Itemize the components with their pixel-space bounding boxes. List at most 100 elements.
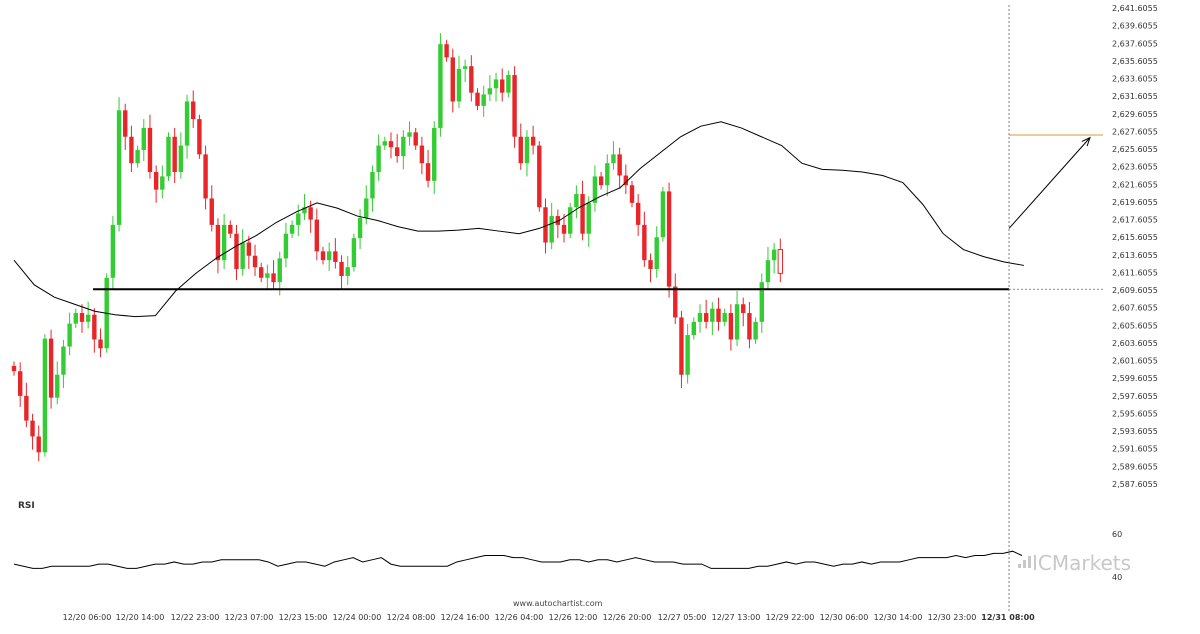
y-tick-label: 2,603.6055 [1112,339,1158,348]
candle-body [710,308,715,322]
price-panel [11,33,1103,462]
candle-body [314,219,320,252]
rsi-axis-labels: 60 40 [1112,530,1122,582]
candle-body [635,202,641,225]
candle-body [765,260,771,283]
y-tick-label: 2,619.6055 [1112,198,1158,207]
brand-bar [1023,560,1026,568]
projection-arrow-line [1008,137,1091,229]
candle-body [605,163,610,186]
candle-body [537,145,542,208]
y-tick-label: 2,639.6055 [1112,22,1158,31]
rsi-line [13,550,1023,569]
candle-body [11,365,17,372]
candle-body [252,255,258,268]
projection-arrow-head [1081,136,1091,147]
candle-body [382,141,387,146]
candle-body [679,317,684,375]
candle-body [388,141,394,148]
candle-body [147,127,153,173]
candle-body [376,145,381,173]
candle-body [716,308,721,322]
brand-bar [1018,564,1021,568]
brand-bars-icon [1018,556,1031,568]
y-tick-label: 2,587.6055 [1112,480,1158,489]
candle-body [530,136,536,146]
y-tick-label: 2,595.6055 [1112,409,1158,418]
candle-body [141,127,146,150]
x-tick-label: 12/22 23:00 [171,613,220,622]
candle-body [191,101,196,120]
y-tick-label: 2,627.6055 [1112,127,1158,136]
candle-body [549,216,554,243]
candle-body [722,313,727,322]
y-tick-label: 2,591.6055 [1112,445,1158,454]
candle-body [160,176,165,190]
candle-body [259,267,264,278]
candle-body [345,267,350,277]
candle-body [673,286,678,318]
candle-body [333,251,338,262]
y-tick-label: 2,623.6055 [1112,163,1158,172]
candle-body [518,136,523,164]
candle-body [401,136,406,157]
rsi-tick-label: 60 [1112,530,1122,539]
x-tick-label: 12/27 13:00 [712,613,761,622]
candle-body [135,149,140,164]
x-tick-label: 12/24 00:00 [333,613,382,622]
candle-body [425,163,431,181]
y-tick-label: 2,617.6055 [1112,216,1158,225]
candle-body [506,75,511,93]
candle-body [283,233,289,259]
x-tick-label: 12/20 06:00 [63,613,112,622]
candle-body [462,66,468,69]
candle-body [691,321,696,336]
candle-body [654,237,659,269]
candle-body [580,194,585,234]
candle-body [308,207,313,220]
candle-body [85,314,91,322]
moving-average-line [13,121,1025,318]
x-tick-label: 12/26 12:00 [549,613,598,622]
y-tick-label: 2,605.6055 [1112,321,1158,330]
candle-body [487,88,493,95]
x-tick-label: 12/24 08:00 [387,613,436,622]
candlestick-series [11,33,784,462]
y-tick-label: 2,629.6055 [1112,110,1158,119]
x-tick-label: 12/23 07:00 [225,613,274,622]
y-axis-labels: 2,641.6055 2,639.6055 2,637.6055 2,635.6055… [1112,4,1158,489]
candle-body [685,335,690,375]
y-tick-label: 2,641.6055 [1112,4,1158,13]
x-tick-label: 12/26 04:00 [495,613,544,622]
moving-average-layer [13,121,1025,318]
y-tick-label: 2,601.6055 [1112,357,1158,366]
y-tick-label: 2,633.6055 [1112,75,1158,84]
y-tick-label: 2,635.6055 [1112,57,1158,66]
x-tick-label: 12/29 22:00 [766,613,815,622]
candle-body [666,191,672,287]
rsi-label: RSI [18,501,35,511]
candle-body [265,273,270,278]
levels-layer [93,134,1103,291]
candle-body [660,191,666,238]
candle-body [30,420,35,437]
candle-body [592,176,598,203]
candle-body [703,313,709,322]
y-tick-label: 2,637.6055 [1112,39,1158,48]
candle-body [339,261,344,277]
y-tick-label: 2,615.6055 [1112,233,1158,242]
candle-body [289,224,295,234]
candle-body [48,338,54,398]
candle-body [475,92,480,106]
candle-body [209,198,214,225]
y-tick-label: 2,589.6055 [1112,462,1158,471]
brand-logo-text: ICMarkets [1032,551,1131,575]
brand-bar [1028,556,1031,568]
candle-body [24,395,29,421]
candle-body [512,75,517,137]
candle-body [642,224,647,261]
candle-body [73,313,78,324]
candle-body [432,127,437,181]
candle-body [221,224,227,261]
candle-body [728,313,734,340]
